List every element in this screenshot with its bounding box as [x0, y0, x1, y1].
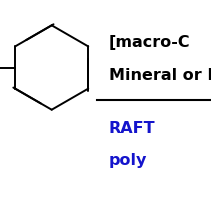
- Text: [macro-C: [macro-C: [109, 35, 190, 50]
- Text: Mineral or R: Mineral or R: [109, 68, 211, 84]
- Text: poly: poly: [109, 153, 147, 168]
- Text: RAFT: RAFT: [109, 121, 155, 136]
